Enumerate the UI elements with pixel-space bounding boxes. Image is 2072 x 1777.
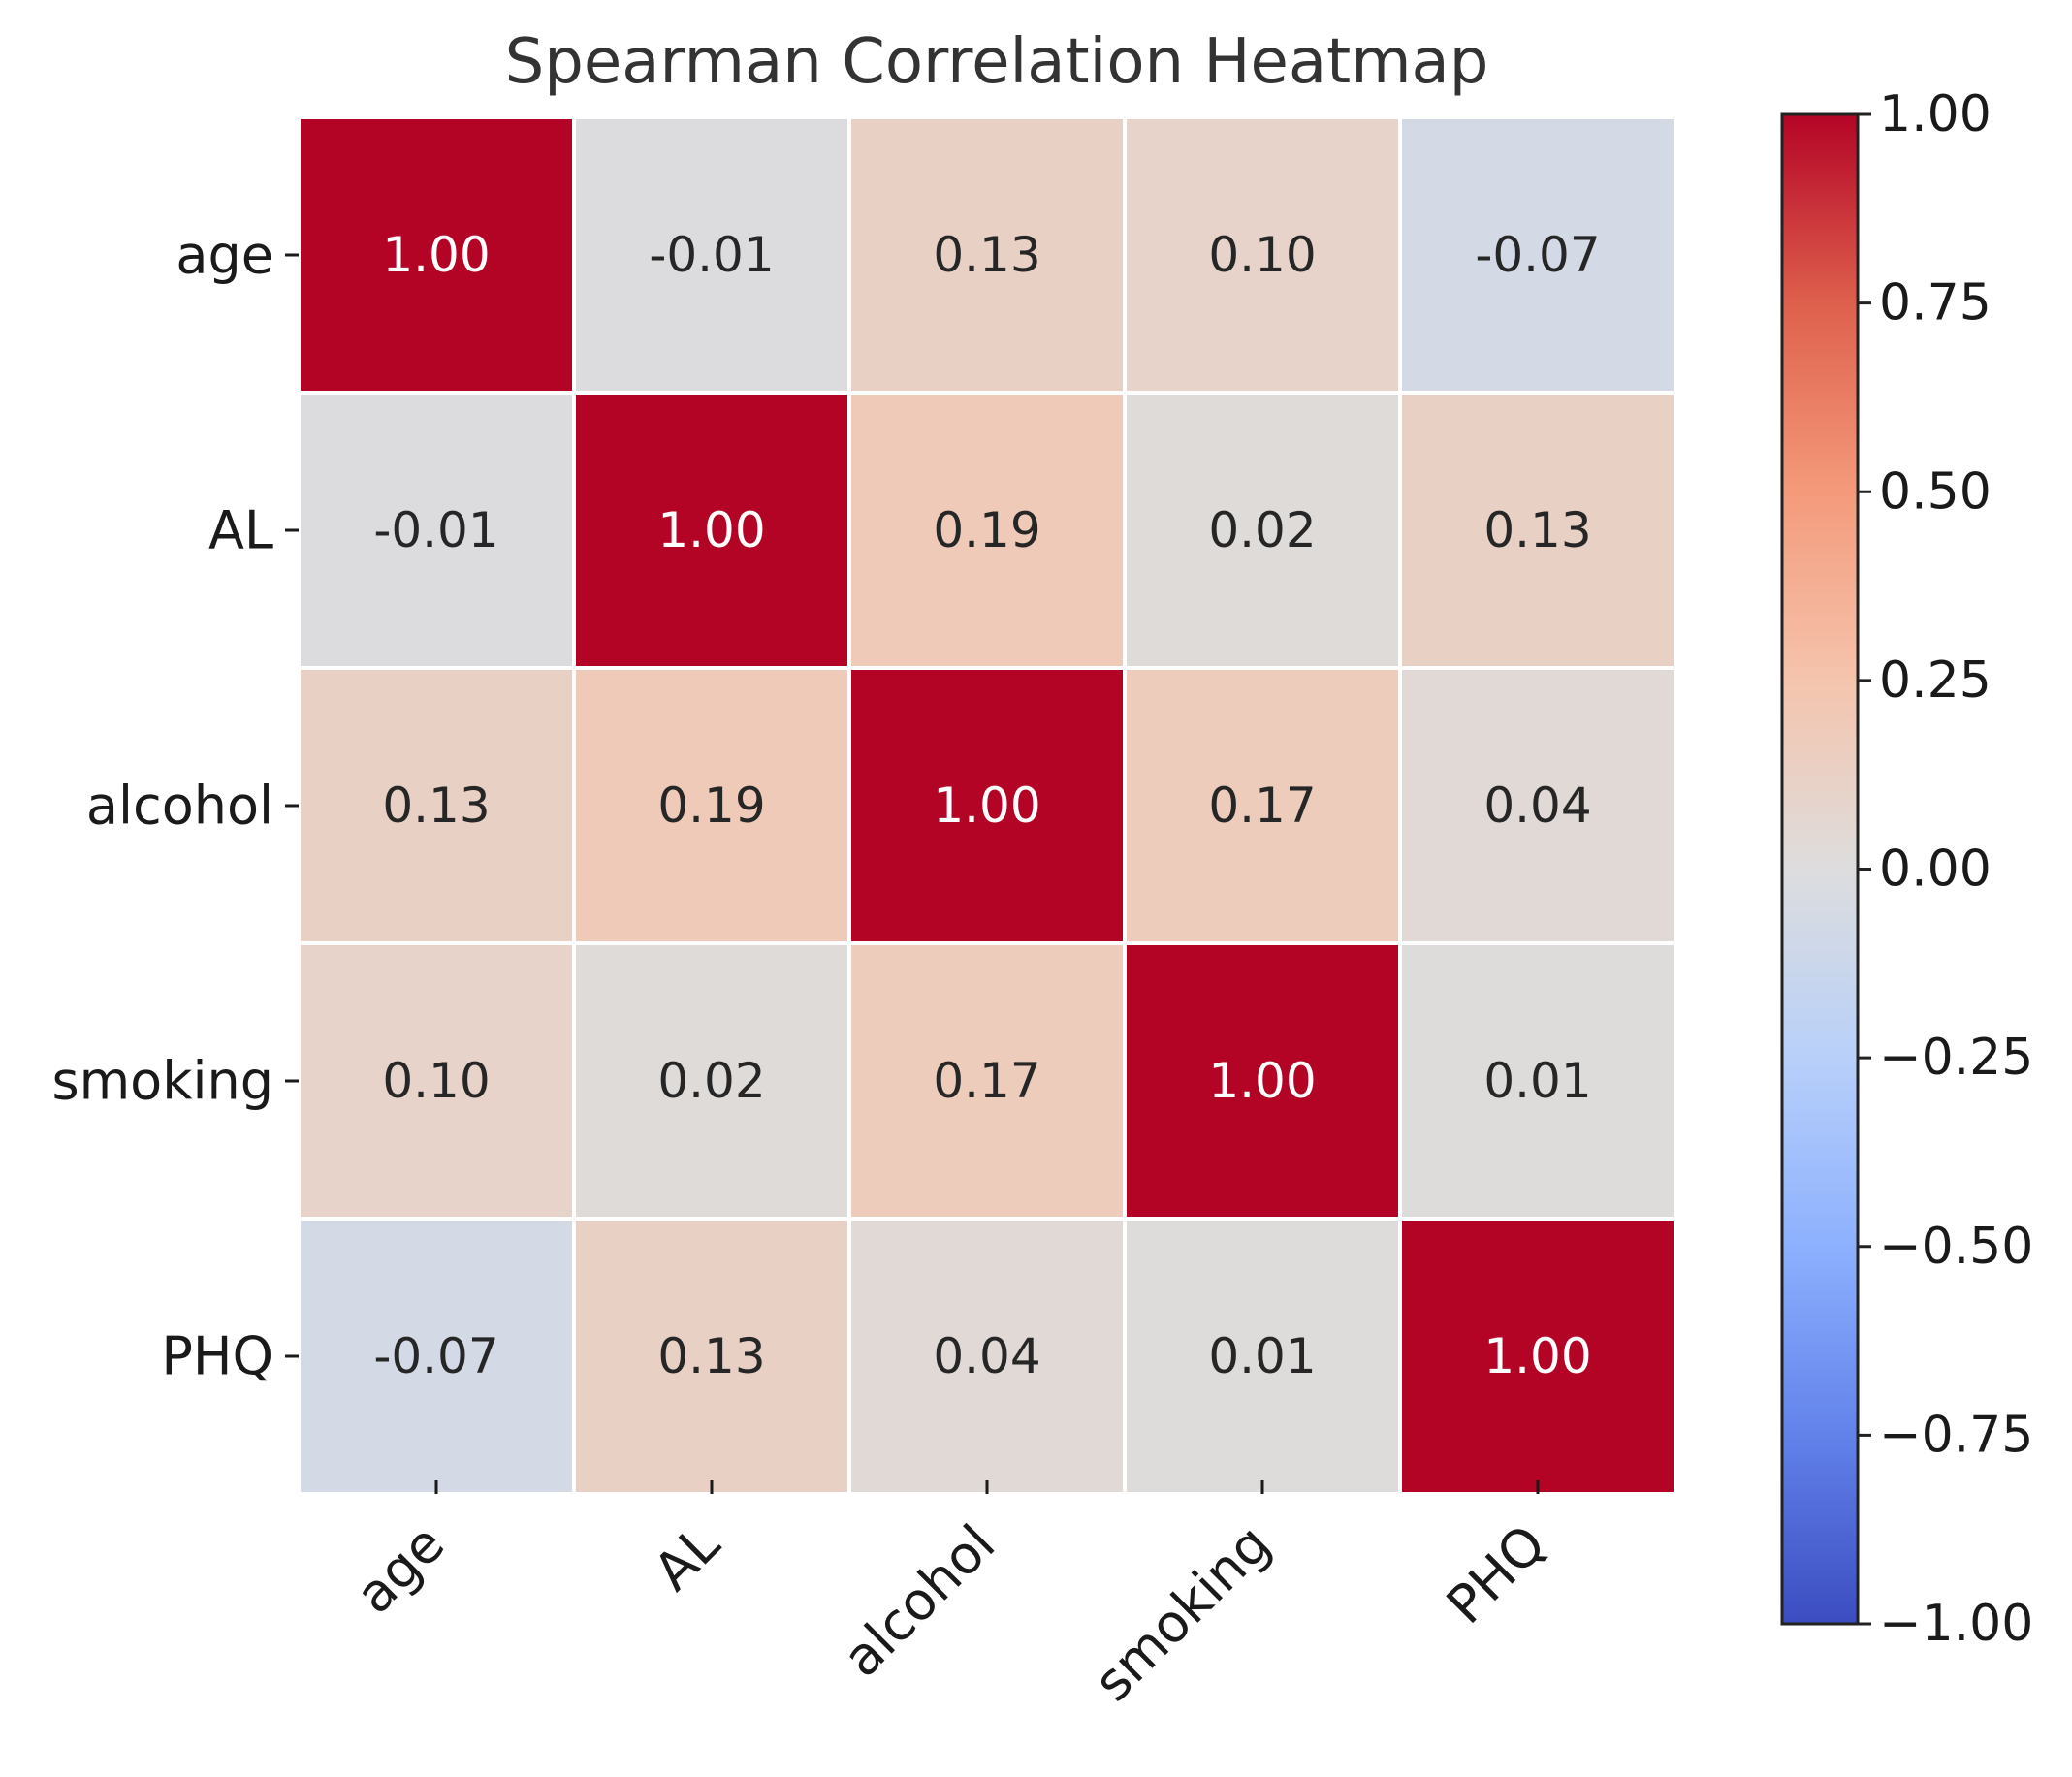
heatmap-cell-alcohol-alcohol (851, 670, 1123, 941)
heatmap-cell-alcohol-PHQ (1402, 670, 1674, 941)
heatmap-cell-PHQ-alcohol (851, 1221, 1123, 1492)
cell-value-label: -0.07 (1475, 227, 1600, 283)
heatmap-cell-age-age (301, 119, 572, 391)
heatmap-cell-alcohol-smoking (1127, 670, 1398, 941)
x-axis-labels: age AL alcohol smoking PHQ (344, 1480, 1557, 1713)
colorbar-tick-label: −1.00 (1879, 1595, 2033, 1653)
heatmap-cell-AL-smoking (1127, 395, 1398, 666)
cell-value-label: 0.04 (933, 1328, 1040, 1384)
cell-value-label: 0.01 (1208, 1328, 1316, 1384)
heatmap-cell-smoking-alcohol (851, 945, 1123, 1217)
cell-value-label: 0.10 (1208, 227, 1316, 283)
heatmap-cell-PHQ-AL (576, 1221, 847, 1492)
cell-value-label: -0.01 (649, 227, 774, 283)
heatmap-cells: 1.00 -0.01 0.13 0.10 -0.07 -0.01 1.00 0.19 0.02 0… (301, 119, 1674, 1492)
x-tick-label-alcohol: alcohol (831, 1513, 1006, 1689)
cell-value-label: 0.17 (1208, 777, 1316, 834)
colorbar-tick-label: 0.00 (1879, 841, 1992, 899)
heatmap-cell-smoking-AL (576, 945, 847, 1217)
heatmap-cell-PHQ-PHQ (1402, 1221, 1674, 1492)
colorbar-tick-label: −0.25 (1879, 1029, 2033, 1087)
colorbar-tick-label: 1.00 (1879, 85, 1992, 143)
y-axis-labels: age AL alcohol smoking PHQ (51, 225, 299, 1387)
cell-value-label: 1.00 (382, 227, 490, 283)
x-tick-label-age: age (344, 1513, 457, 1626)
cell-value-label: 1.00 (1483, 1328, 1591, 1384)
cell-value-label: 0.04 (1483, 777, 1591, 834)
cell-value-label: 0.19 (657, 777, 765, 834)
y-tick-label-phq: PHQ (161, 1326, 273, 1387)
colorbar-tick-label: −0.50 (1879, 1218, 2033, 1276)
heatmap-cell-age-AL (576, 119, 847, 391)
heatmap-cell-age-alcohol (851, 119, 1123, 391)
cell-value-label: 0.13 (1483, 502, 1591, 558)
y-tick-label-alcohol: alcohol (86, 776, 273, 837)
colorbar: 1.00 0.75 0.50 0.25 0.00 −0.25 −0.50 −0.75 −1.00 (1780, 85, 2033, 1653)
cell-value-label: 0.01 (1483, 1053, 1591, 1109)
cell-value-label: 1.00 (1208, 1053, 1316, 1109)
heatmap-cell-AL-age (301, 395, 572, 666)
y-tick-label-smoking: smoking (51, 1051, 273, 1112)
cell-value-label: 0.13 (933, 227, 1040, 283)
colorbar-gradient (1780, 112, 1860, 1626)
heatmap-cell-PHQ-smoking (1127, 1221, 1398, 1492)
heatmap-cell-age-smoking (1127, 119, 1398, 391)
heatmap-cell-age-PHQ (1402, 119, 1674, 391)
x-tick-label-al: AL (642, 1513, 731, 1602)
colorbar-tick-label: 0.50 (1879, 462, 1992, 521)
heatmap-cell-AL-PHQ (1402, 395, 1674, 666)
cell-value-label: -0.01 (373, 502, 498, 558)
cell-value-label: 0.10 (382, 1053, 490, 1109)
cell-value-label: 0.17 (933, 1053, 1040, 1109)
cell-value-label: 0.02 (1208, 502, 1316, 558)
colorbar-tick-label: 0.75 (1879, 274, 1992, 333)
x-tick-label-smoking: smoking (1082, 1513, 1282, 1713)
x-tick-label-phq: PHQ (1435, 1513, 1557, 1635)
heatmap-cell-AL-AL (576, 395, 847, 666)
heatmap-cell-alcohol-AL (576, 670, 847, 941)
heatmap-cell-smoking-smoking (1127, 945, 1398, 1217)
y-tick-label-al: AL (208, 500, 273, 561)
cell-value-label: 1.00 (657, 502, 765, 558)
heatmap-cell-smoking-age (301, 945, 572, 1217)
cell-value-label: 0.02 (657, 1053, 765, 1109)
heatmap-cell-alcohol-age (301, 670, 572, 941)
heatmap-cell-PHQ-age (301, 1221, 572, 1492)
y-tick-label-age: age (175, 225, 273, 286)
heatmap-cell-smoking-PHQ (1402, 945, 1674, 1217)
cell-value-label: 1.00 (933, 777, 1040, 834)
colorbar-tick-label: −0.75 (1879, 1406, 2033, 1464)
cell-value-label: 0.19 (933, 502, 1040, 558)
colorbar-tick-label: 0.25 (1879, 651, 1992, 710)
chart-title: Spearman Correlation Heatmap (505, 26, 1489, 98)
cell-value-label: 0.13 (382, 777, 490, 834)
heatmap-cell-AL-alcohol (851, 395, 1123, 666)
cell-value-label: -0.07 (373, 1328, 498, 1384)
cell-value-label: 0.13 (657, 1328, 765, 1384)
